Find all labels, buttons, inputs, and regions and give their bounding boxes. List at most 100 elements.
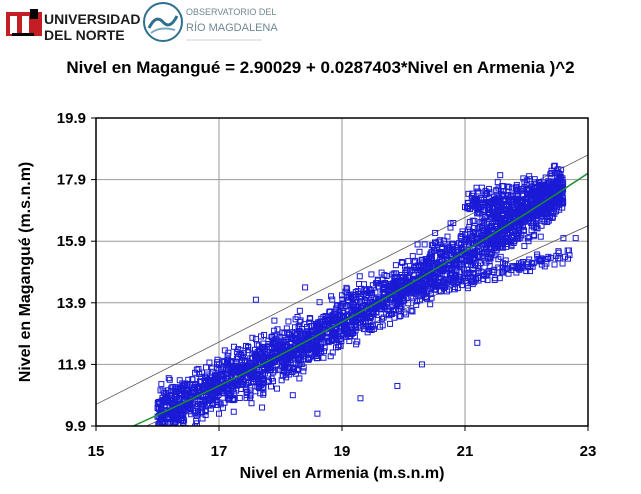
data-point-outlier (474, 339, 481, 346)
data-point (431, 270, 438, 277)
data-point (181, 381, 188, 388)
data-point (175, 387, 182, 394)
data-point (201, 378, 208, 385)
data-point (223, 370, 230, 377)
data-point (416, 248, 423, 255)
data-point (566, 252, 573, 259)
data-point (408, 266, 415, 273)
x-tick-label: 21 (457, 443, 474, 460)
data-point (417, 297, 424, 304)
data-point (374, 316, 381, 323)
observatory-name-line2: RÍO MAGDALENA (186, 21, 278, 34)
data-point (230, 408, 237, 415)
data-point (361, 296, 368, 303)
data-point (295, 325, 302, 332)
data-point (352, 318, 359, 325)
data-point (530, 233, 537, 240)
data-point (274, 326, 281, 333)
uninorte-logo-icon (6, 9, 42, 36)
data-point (514, 186, 521, 193)
y-tick-label: 19.9 (57, 110, 86, 127)
data-point (296, 375, 303, 382)
data-point (271, 317, 278, 324)
data-point (447, 224, 454, 231)
data-point (442, 253, 449, 260)
data-point (500, 269, 507, 276)
data-point (536, 183, 543, 190)
data-point-outlier (216, 410, 222, 417)
data-point (415, 262, 422, 269)
data-point (354, 338, 361, 345)
data-point (382, 279, 389, 286)
data-point (349, 304, 356, 311)
university-name-line1: UNIVERSIDAD (44, 11, 140, 27)
data-layer (96, 154, 588, 443)
data-point (485, 210, 492, 217)
data-point (381, 289, 388, 296)
data-point-outlier (418, 361, 425, 368)
data-point (444, 233, 451, 240)
data-point (259, 383, 266, 390)
data-point (337, 303, 344, 310)
data-point (223, 360, 230, 367)
data-point-outlier (259, 404, 266, 411)
data-point (166, 416, 173, 423)
data-point (548, 184, 555, 191)
data-point (413, 288, 420, 295)
data-point (455, 277, 462, 284)
data-point-outlier (357, 395, 364, 402)
data-point (491, 268, 498, 275)
data-point (433, 240, 440, 247)
chart-title: Nivel en Magangué = 2.90029 + 0.0287403*… (66, 58, 575, 77)
data-point (156, 438, 161, 443)
data-point (225, 349, 232, 356)
data-point (509, 264, 516, 271)
data-point (495, 256, 502, 263)
data-point (427, 290, 434, 297)
data-point (258, 348, 265, 355)
data-point (279, 372, 286, 379)
logos-svg: UNIVERSIDAD DEL NORTE OBSERVATORIO DEL R… (6, 2, 278, 43)
data-point (243, 381, 250, 388)
data-point (538, 222, 545, 229)
data-point (309, 328, 316, 335)
data-point (209, 365, 216, 372)
data-point (449, 272, 456, 279)
data-point (321, 318, 328, 325)
data-point (327, 353, 334, 360)
data-point (423, 277, 430, 284)
data-point (276, 333, 283, 340)
data-point (178, 415, 185, 422)
data-point (551, 162, 558, 169)
data-point (531, 176, 538, 183)
data-point-outlier (209, 401, 216, 408)
data-point (191, 409, 198, 416)
data-point (220, 387, 227, 394)
data-point (531, 179, 538, 186)
data-point (313, 343, 320, 350)
data-point-outlier (572, 235, 579, 242)
data-point (259, 344, 266, 351)
data-point (251, 346, 258, 353)
data-point (485, 198, 492, 205)
data-point (542, 210, 549, 217)
data-point (328, 293, 335, 300)
data-point (377, 323, 384, 330)
data-point (188, 411, 195, 418)
data-point (329, 329, 336, 336)
data-point (493, 187, 500, 194)
data-point (356, 273, 363, 280)
data-point (292, 316, 299, 323)
data-point (432, 286, 439, 293)
x-axis-title: Nivel en Armenia (m.s.n.m) (240, 465, 445, 482)
data-point (219, 386, 226, 393)
data-point (217, 401, 224, 408)
data-point (513, 187, 520, 194)
data-point (378, 269, 385, 276)
data-point (201, 373, 208, 380)
data-point (363, 320, 370, 327)
data-point (270, 340, 277, 347)
data-point (203, 364, 210, 371)
data-point (246, 362, 253, 369)
data-point (168, 433, 173, 438)
